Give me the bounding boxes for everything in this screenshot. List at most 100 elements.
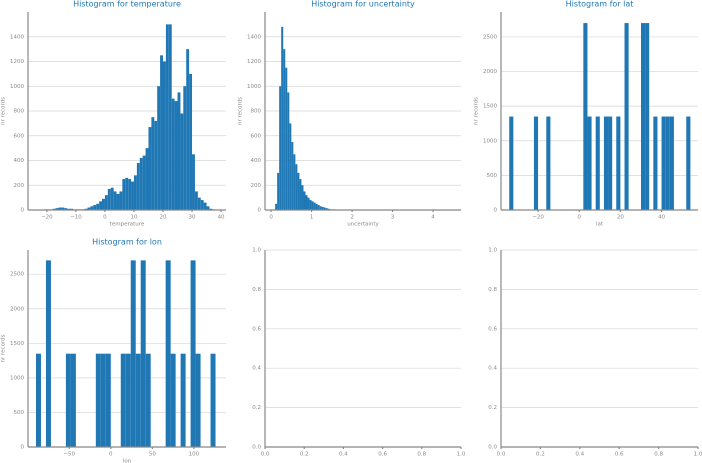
bar <box>299 179 302 210</box>
x-tick-label: −10 <box>70 215 82 221</box>
y-tick-label: 0.6 <box>252 326 261 332</box>
bar <box>277 172 280 210</box>
bar <box>125 353 131 447</box>
chart-title: Histogram for lat <box>566 0 634 9</box>
bar <box>180 353 186 447</box>
x-tick-label: 1.0 <box>457 452 466 458</box>
bar <box>131 181 134 210</box>
x-tick-label: 0.2 <box>300 452 309 458</box>
bar <box>142 155 146 210</box>
bar <box>313 202 316 210</box>
bar <box>206 206 210 210</box>
y-tick-label: 0.4 <box>252 366 261 372</box>
x-tick-label: 0 <box>577 215 581 221</box>
x-tick-label: 2 <box>350 215 354 221</box>
y-tick-label: 1400 <box>10 34 24 40</box>
x-tick-label: −20 <box>532 215 544 221</box>
x-tick-label: 0.6 <box>615 452 624 458</box>
bar <box>174 101 178 210</box>
y-tick-label: 500 <box>487 173 498 179</box>
bar <box>163 61 166 210</box>
y-tick-label: 400 <box>251 158 262 164</box>
bar <box>61 207 65 210</box>
bar <box>55 208 59 210</box>
bar <box>595 116 600 210</box>
bar <box>285 67 288 210</box>
bar <box>133 175 137 210</box>
bar <box>148 127 152 210</box>
bar <box>315 203 318 210</box>
bar <box>122 179 126 210</box>
y-tick-label: 0.0 <box>252 445 261 451</box>
y-tick-label: 2000 <box>483 69 497 75</box>
bar <box>145 148 149 210</box>
y-tick-label: 2500 <box>483 34 497 40</box>
y-tick-label: 1.0 <box>252 248 261 254</box>
x-tick-label: 100 <box>189 452 200 458</box>
bar <box>301 185 304 210</box>
y-tick-label: 600 <box>14 133 25 139</box>
bar <box>64 208 68 210</box>
x-tick-label: 0.0 <box>261 452 270 458</box>
bar <box>665 116 670 210</box>
bar <box>102 198 105 210</box>
chart-title: Histogram for lon <box>92 238 162 247</box>
bar <box>110 187 114 210</box>
y-tick-label: 0.6 <box>488 326 497 332</box>
x-tick-label: 50 <box>149 452 156 458</box>
x-tick-label: 0.8 <box>417 452 426 458</box>
x-tick-label: 1.0 <box>694 452 702 458</box>
y-tick-label: 1000 <box>247 84 261 90</box>
x-axis-label: uncertainty <box>347 222 379 228</box>
bar <box>210 353 216 447</box>
x-tick-label: 0.8 <box>654 452 663 458</box>
y-axis-label: nr records <box>1 97 7 125</box>
y-tick-label: 0.2 <box>252 405 261 411</box>
x-axis-label: temperature <box>110 222 145 228</box>
bar <box>154 120 158 210</box>
bar <box>105 353 111 447</box>
bar <box>309 200 312 210</box>
bar <box>293 154 296 210</box>
x-tick-label: 0.0 <box>497 452 506 458</box>
y-tick-label: 1200 <box>247 59 261 65</box>
bar <box>190 260 196 447</box>
bar <box>87 207 91 210</box>
bar <box>107 188 111 210</box>
y-tick-label: 800 <box>251 109 262 115</box>
bar <box>645 23 650 211</box>
y-tick-label: 500 <box>14 410 25 416</box>
y-tick-label: 1200 <box>10 59 24 65</box>
y-tick-label: 0 <box>258 208 262 214</box>
bar <box>104 195 108 210</box>
bar <box>195 353 201 447</box>
bar <box>640 23 646 211</box>
bar <box>203 202 207 210</box>
x-tick-label: 0.2 <box>536 452 545 458</box>
y-tick-label: 800 <box>14 109 25 115</box>
chart-title: Histogram for temperature <box>73 0 181 9</box>
bar <box>616 116 621 210</box>
bar <box>321 206 324 210</box>
bar <box>583 23 588 211</box>
bar <box>189 73 193 210</box>
bar <box>533 116 539 210</box>
y-tick-label: 1500 <box>10 341 24 347</box>
y-tick-label: 200 <box>14 183 25 189</box>
bar <box>608 116 613 210</box>
bar <box>291 141 294 210</box>
bar <box>307 197 310 210</box>
bar <box>177 92 181 210</box>
bar <box>45 260 51 447</box>
x-tick-label: −50 <box>63 452 75 458</box>
x-tick-label: 10 <box>130 215 137 221</box>
bar <box>311 201 314 210</box>
y-tick-label: 0.0 <box>488 445 497 451</box>
bar <box>323 207 326 210</box>
chart-title: Histogram for uncertainty <box>311 0 415 9</box>
x-tick-label: 30 <box>189 215 196 221</box>
y-tick-label: 600 <box>251 133 262 139</box>
y-tick-label: 0.8 <box>488 287 497 293</box>
bar <box>128 179 132 210</box>
